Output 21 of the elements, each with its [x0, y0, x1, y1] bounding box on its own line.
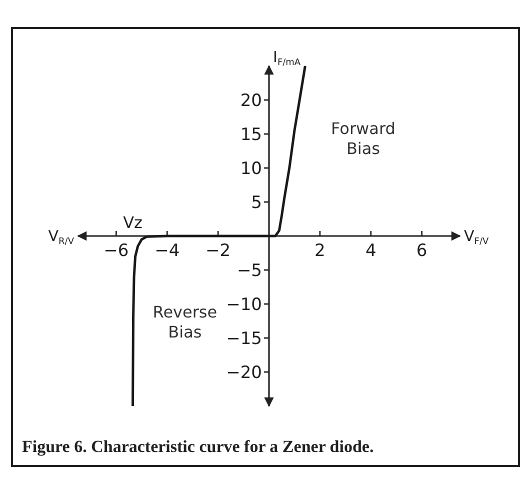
y-tick-label: −10	[226, 294, 262, 315]
y-tick-label: 15	[240, 124, 262, 145]
text: Figure 6. Characteristic curve for a Zener diode.	[22, 437, 374, 456]
y-tick-label: 5	[251, 192, 262, 213]
x-tick-label: 6	[416, 241, 428, 261]
text: V$_{R/V}$	[48, 227, 75, 247]
y-tick-label: −15	[226, 328, 262, 349]
y-tick-label: 10	[240, 158, 262, 179]
y-tick-label: −20	[226, 362, 262, 383]
y-tick-label: 20	[240, 90, 262, 111]
x-tick-label: −6	[104, 241, 129, 261]
x-axis-title: V$_{F/V}$	[464, 227, 490, 247]
x-tick-label: 4	[365, 241, 376, 261]
annotation: Reverse Bias	[152, 302, 218, 342]
annotation: Forward Bias	[331, 119, 396, 158]
y-tick-label: −5	[236, 260, 262, 281]
y-axis-title: I$_{F/mA}$	[273, 48, 302, 68]
x-tick-label: −4	[154, 241, 180, 261]
x-tick-label: −2	[206, 241, 231, 261]
x-tick-label: 2	[314, 241, 326, 261]
annotation: Vz	[123, 213, 142, 232]
